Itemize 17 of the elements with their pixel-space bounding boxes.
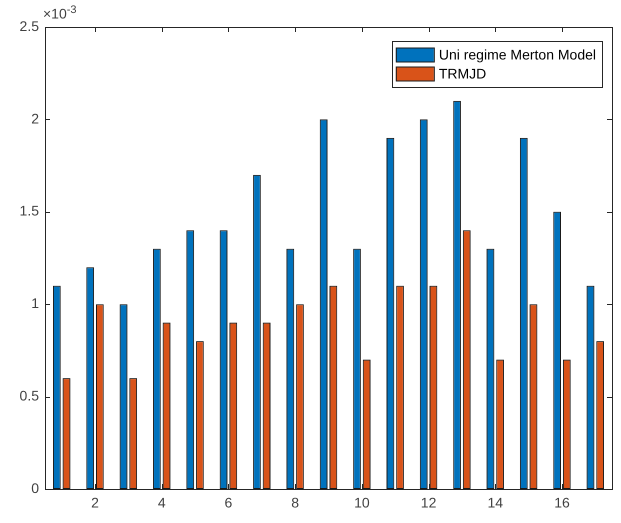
legend-label: Uni regime Merton Model: [438, 46, 596, 62]
x-tick-label: 8: [291, 494, 300, 510]
legend-label: TRMJD: [438, 65, 486, 82]
y-tick-label: 1: [31, 295, 40, 312]
x-tick-label: 12: [420, 494, 437, 510]
x-tick-label: 14: [487, 494, 504, 510]
y-tick-label: 0.5: [20, 387, 40, 404]
text: ×10$^{-3}$: [43, 3, 77, 22]
y-tick-label: 0: [31, 480, 40, 496]
x-tick-label: 10: [354, 494, 370, 510]
x-tick-label: 6: [224, 494, 233, 510]
x-tick-label: 2: [91, 494, 100, 510]
x-tick-label: 16: [554, 494, 570, 510]
x-tick-label: 4: [158, 494, 166, 510]
y-tick-label: 2: [31, 110, 40, 126]
y-tick-label: 1.5: [20, 202, 40, 219]
y-tick-label: 2.5: [20, 18, 40, 34]
